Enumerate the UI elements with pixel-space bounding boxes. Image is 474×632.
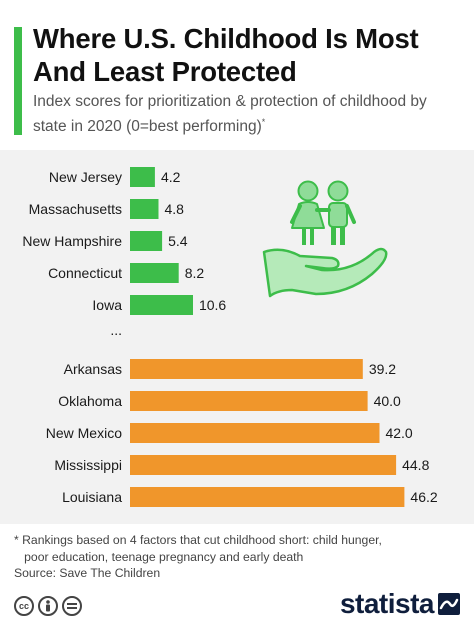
value-label-massachusetts: 4.8 — [165, 201, 185, 217]
brand-name: statista — [339, 588, 435, 619]
value-label-new-hampshire: 5.4 — [168, 233, 188, 249]
source-text: Source: Save The Children — [14, 566, 161, 580]
no-derivatives-icon[interactable] — [62, 596, 82, 616]
bar-massachusetts — [130, 199, 159, 219]
value-label-louisiana: 46.2 — [410, 489, 437, 505]
value-label-arkansas: 39.2 — [369, 361, 396, 377]
chart-panel: New Jersey 4.2 Massachusetts 4.8 New Hampshi… — [0, 150, 474, 524]
chart-title: Where U.S. Childhood Is Most And Least P… — [33, 23, 419, 87]
category-label-new-mexico: New Mexico — [46, 425, 122, 441]
footnote-line-1: * Rankings based on 4 factors that cut c… — [14, 533, 382, 547]
footnote-line-2: poor education, teenage pregnancy and ea… — [14, 549, 304, 564]
statista-logo-icon — [438, 593, 460, 615]
subtitle-footnote-mark: * — [261, 117, 266, 127]
category-label-new-hampshire: New Hampshire — [22, 233, 122, 249]
bar-mississippi — [130, 455, 397, 475]
statista-logo[interactable]: statista — [340, 588, 460, 620]
bar-arkansas — [130, 359, 363, 379]
subtitle-text: Index scores for prioritization & protec… — [33, 93, 427, 136]
category-label-massachusetts: Massachusetts — [29, 201, 122, 217]
category-label-mississippi: Mississippi — [54, 457, 122, 473]
gap-label: ... — [110, 322, 122, 338]
bar-new-hampshire — [130, 231, 163, 251]
bar-new-jersey — [130, 167, 155, 187]
category-label-oklahoma: Oklahoma — [58, 393, 122, 409]
attribution-icon[interactable] — [38, 596, 58, 616]
category-label-iowa: Iowa — [92, 297, 122, 313]
value-label-new-jersey: 4.2 — [161, 169, 181, 185]
bar-new-mexico — [130, 423, 380, 443]
value-label-iowa: 10.6 — [199, 297, 226, 313]
bar-louisiana — [130, 487, 405, 507]
license-icons: cc — [14, 596, 82, 616]
bar-connecticut — [130, 263, 179, 283]
category-label-arkansas: Arkansas — [64, 361, 122, 377]
value-label-new-mexico: 42.0 — [385, 425, 412, 441]
creative-commons-icon[interactable]: cc — [14, 596, 34, 616]
footnote: * Rankings based on 4 factors that cut c… — [14, 532, 464, 582]
category-label-new-jersey: New Jersey — [49, 169, 122, 185]
category-label-louisiana: Louisiana — [62, 489, 122, 505]
value-label-connecticut: 8.2 — [185, 265, 205, 281]
value-label-mississippi: 44.8 — [402, 457, 429, 473]
bar-iowa — [130, 295, 193, 315]
bar-oklahoma — [130, 391, 368, 411]
value-label-oklahoma: 40.0 — [374, 393, 401, 409]
children-in-hand-icon — [262, 180, 388, 298]
bar-chart: New Jersey 4.2 Massachusetts 4.8 New Hampshi… — [22, 167, 438, 507]
bars-layer: New Jersey 4.2 Massachusetts 4.8 New Hampshi… — [22, 167, 438, 507]
title-accent-bar — [14, 27, 22, 135]
category-label-connecticut: Connecticut — [48, 265, 122, 281]
chart-subtitle: Index scores for prioritization & protec… — [33, 91, 463, 137]
